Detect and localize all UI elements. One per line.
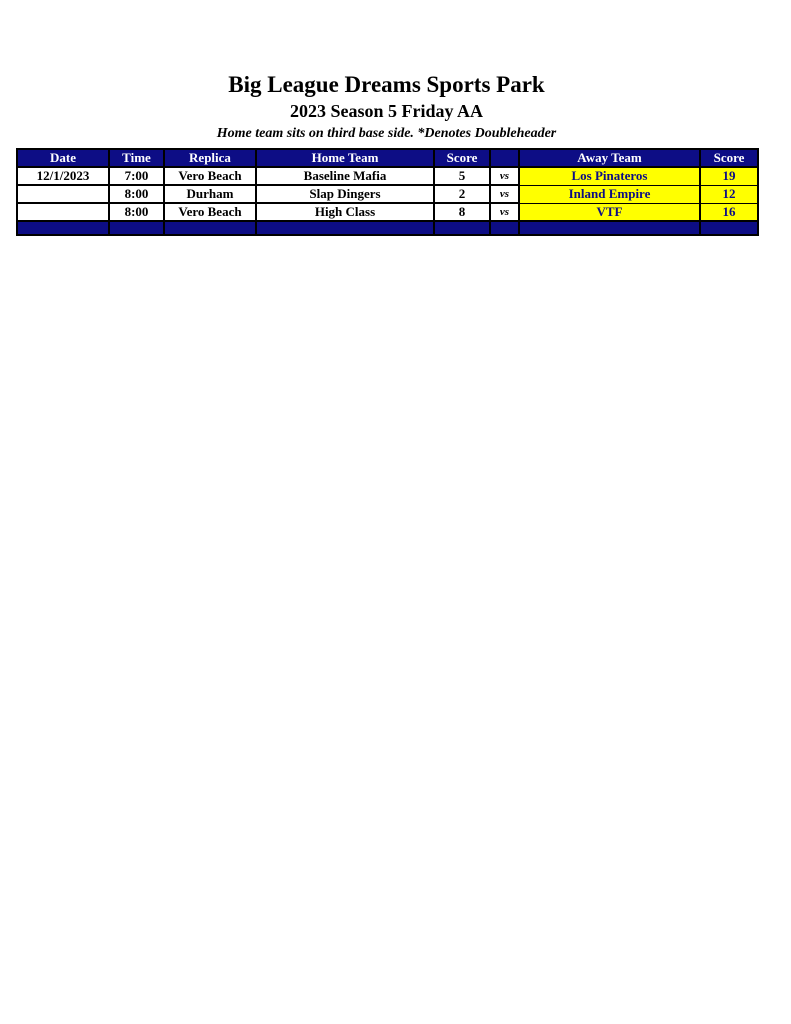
time-cell: 8:00 bbox=[108, 202, 165, 222]
column-header-home-score: Score bbox=[433, 148, 491, 168]
home-team-cell: High Class bbox=[255, 202, 435, 222]
replica-cell: Vero Beach bbox=[163, 202, 257, 222]
footer-spacer-cell bbox=[489, 220, 520, 236]
column-header-time: Time bbox=[108, 148, 165, 168]
home-team-note: Home team sits on third base side. *Deno… bbox=[216, 126, 557, 141]
home-score-cell: 2 bbox=[433, 184, 491, 204]
date-cell: 12/1/2023 bbox=[16, 166, 110, 186]
away-team-cell: Los Pinateros bbox=[518, 166, 701, 186]
away-team-cell: VTF bbox=[518, 202, 701, 222]
footer-spacer-cell bbox=[518, 220, 701, 236]
vs-cell: vs bbox=[489, 166, 520, 186]
vs-cell: vs bbox=[489, 184, 520, 204]
time-cell: 7:00 bbox=[108, 166, 165, 186]
footer-spacer-cell bbox=[255, 220, 435, 236]
game-row: 12/1/2023 7:00 Vero Beach Baseline Mafia… bbox=[16, 166, 759, 186]
column-header-date: Date bbox=[16, 148, 110, 168]
away-score-cell: 12 bbox=[699, 184, 759, 204]
footer-spacer-row bbox=[16, 220, 759, 236]
home-team-cell: Slap Dingers bbox=[255, 184, 435, 204]
column-header-away-team: Away Team bbox=[518, 148, 701, 168]
column-header-home-team: Home Team bbox=[255, 148, 435, 168]
column-header-replica: Replica bbox=[163, 148, 257, 168]
schedule-table: Date Time Replica Home Team Score Away T… bbox=[16, 148, 759, 236]
page-heading: Big League Dreams Sports Park 2023 Seaso… bbox=[16, 72, 757, 142]
time-cell: 8:00 bbox=[108, 184, 165, 204]
away-team-cell: Inland Empire bbox=[518, 184, 701, 204]
vs-cell: vs bbox=[489, 202, 520, 222]
column-header-away-score: Score bbox=[699, 148, 759, 168]
column-header-vs bbox=[489, 148, 520, 168]
away-score-cell: 16 bbox=[699, 202, 759, 222]
page-title: Big League Dreams Sports Park bbox=[228, 72, 545, 97]
game-row: 8:00 Vero Beach High Class 8 vs VTF 16 bbox=[16, 202, 759, 222]
home-score-cell: 5 bbox=[433, 166, 491, 186]
replica-cell: Vero Beach bbox=[163, 166, 257, 186]
footer-spacer-cell bbox=[163, 220, 257, 236]
footer-spacer-cell bbox=[433, 220, 491, 236]
game-row: 8:00 Durham Slap Dingers 2 vs Inland Emp… bbox=[16, 184, 759, 204]
date-cell bbox=[16, 202, 110, 222]
page-subtitle: 2023 Season 5 Friday AA bbox=[289, 101, 484, 121]
home-score-cell: 8 bbox=[433, 202, 491, 222]
away-score-cell: 19 bbox=[699, 166, 759, 186]
footer-spacer-cell bbox=[108, 220, 165, 236]
header-row: Date Time Replica Home Team Score Away T… bbox=[16, 148, 759, 168]
replica-cell: Durham bbox=[163, 184, 257, 204]
date-cell bbox=[16, 184, 110, 204]
footer-spacer-cell bbox=[699, 220, 759, 236]
home-team-cell: Baseline Mafia bbox=[255, 166, 435, 186]
footer-spacer-cell bbox=[16, 220, 110, 236]
